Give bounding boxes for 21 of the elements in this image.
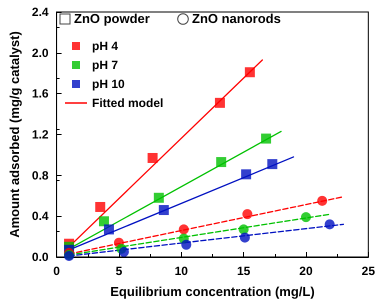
x-tick-label: 25 bbox=[362, 264, 376, 278]
x-tick-label: 5 bbox=[116, 264, 123, 278]
annotation: ZnO nanorods bbox=[192, 11, 281, 26]
y-tick-label: 0.0 bbox=[32, 250, 49, 264]
x-tick-label: 10 bbox=[174, 264, 188, 278]
y-tick-label: 0.8 bbox=[32, 168, 49, 182]
legend-label: pH 4 bbox=[92, 39, 118, 53]
y-tick-label: 2.0 bbox=[32, 46, 49, 60]
y-tick-label: 1.6 bbox=[32, 86, 49, 101]
x-tick-label: 20 bbox=[299, 264, 313, 278]
y-tick-label: 2.4 bbox=[32, 5, 49, 19]
x-tick-label: 15 bbox=[236, 264, 251, 278]
y-tick-label: 1.2 bbox=[32, 128, 49, 142]
y-axis-title: Amount adsorbed (mg/g catalyst) bbox=[7, 31, 22, 238]
legend-label: pH 7 bbox=[92, 58, 118, 72]
y-tick-label: 0.4 bbox=[32, 209, 49, 224]
legend-label: pH 10 bbox=[92, 77, 126, 91]
x-tick-label: 0 bbox=[53, 264, 60, 278]
x-axis-title: Equilibrium concentration (mg/L) bbox=[110, 284, 315, 299]
annotation: ZnO powder bbox=[74, 11, 150, 26]
legend-label: Fitted model bbox=[92, 96, 164, 110]
